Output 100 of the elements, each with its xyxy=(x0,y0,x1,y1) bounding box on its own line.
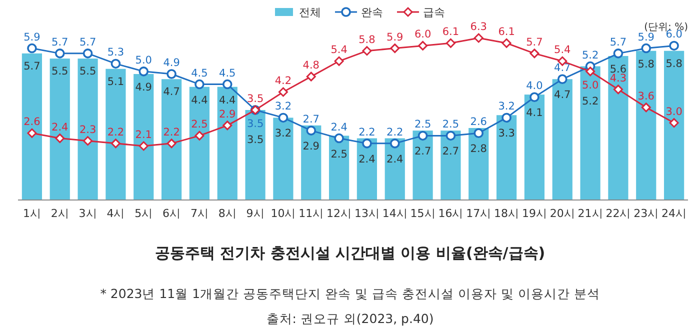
x-tick-label: 21시 xyxy=(578,207,603,220)
x-tick-label: 6시 xyxy=(162,207,181,220)
data-label: 4.1 xyxy=(526,107,543,120)
x-tick-label: 5시 xyxy=(134,207,153,220)
data-label: 5.9 xyxy=(24,31,40,44)
x-tick-label: 7시 xyxy=(190,207,208,220)
data-label: 3.5 xyxy=(246,93,264,105)
x-tick-label: 22시 xyxy=(606,207,631,220)
x-tick-label: 12시 xyxy=(326,207,352,220)
legend-label: 전체 xyxy=(299,6,321,19)
x-tick-label: 11시 xyxy=(298,207,324,220)
data-label: 4.2 xyxy=(274,75,292,87)
data-label: 3.2 xyxy=(498,100,515,113)
data-label: 3.2 xyxy=(274,100,292,113)
data-label: 2.6 xyxy=(470,116,488,128)
data-label: 5.7 xyxy=(52,36,68,48)
data-label: 5.0 xyxy=(582,79,599,92)
data-label: 5.2 xyxy=(582,49,599,62)
data-label: 4.8 xyxy=(302,60,320,72)
data-label: 5.1 xyxy=(107,76,124,88)
data-label: 5.9 xyxy=(386,31,404,44)
x-tick-label: 9시 xyxy=(246,207,264,220)
data-label: 4.9 xyxy=(163,57,180,69)
data-label: 2.7 xyxy=(414,146,432,158)
data-label: 2.2 xyxy=(107,126,124,138)
text: 공동주택 전기차 충전시설 시간대별 이용 비율(완속/급속) xyxy=(154,244,546,262)
data-label: 4.5 xyxy=(219,67,236,80)
data-label: 5.7 xyxy=(526,36,543,48)
x-tick-label: 8시 xyxy=(218,207,236,220)
data-label: 5.7 xyxy=(79,36,96,48)
data-label: 2.6 xyxy=(24,116,41,128)
data-label: 3.6 xyxy=(638,90,655,102)
data-label: 5.9 xyxy=(638,31,654,44)
data-label: 2.1 xyxy=(135,129,152,141)
data-label: 5.7 xyxy=(24,60,40,72)
x-tick-label: 14시 xyxy=(382,207,408,220)
data-label: 2.4 xyxy=(358,153,376,166)
x-tick-label: 4시 xyxy=(106,207,125,220)
data-label: 6.0 xyxy=(414,28,432,41)
data-label: 3.2 xyxy=(274,128,292,140)
source-note: 출처: 권오규 외(2023, p.40) xyxy=(266,311,434,326)
data-label: 5.2 xyxy=(582,95,599,108)
data-label: 2.4 xyxy=(52,121,69,134)
data-label: 5.3 xyxy=(107,46,124,59)
data-label: 3.5 xyxy=(246,118,264,130)
data-label: 2.4 xyxy=(330,121,348,134)
data-label: 5.4 xyxy=(554,44,572,56)
x-tick-label: 23시 xyxy=(634,207,659,220)
data-label: 2.7 xyxy=(302,114,320,126)
x-tick-label: 3시 xyxy=(78,207,97,220)
data-label: 4.4 xyxy=(191,94,208,106)
data-label: 2.5 xyxy=(330,148,348,160)
data-label: 2.9 xyxy=(302,140,320,153)
x-tick-label: 17시 xyxy=(466,207,492,220)
data-label: 4.5 xyxy=(191,67,208,80)
x-tick-label: 15시 xyxy=(410,207,436,220)
x-tick-label: 10시 xyxy=(270,207,296,220)
data-label: 5.4 xyxy=(330,44,348,56)
data-label: 4.3 xyxy=(610,72,627,84)
data-label: 4.0 xyxy=(526,80,543,92)
data-label: 2.5 xyxy=(414,118,432,131)
data-label: 5.7 xyxy=(610,36,627,48)
data-label: 2.2 xyxy=(163,126,180,138)
x-tick-label: 18시 xyxy=(494,207,520,220)
data-label: 2.7 xyxy=(442,146,460,158)
x-tick-label: 13시 xyxy=(354,207,380,220)
data-label: 5.8 xyxy=(638,58,654,70)
text: * 2023년 11월 1개월간 공동주택단지 완속 및 급속 충전시설 이용자 및 이용시간 분석 xyxy=(100,286,600,301)
data-label: 3.5 xyxy=(246,134,264,146)
data-label: 2.2 xyxy=(386,126,404,138)
data-label: 4.9 xyxy=(135,81,152,94)
data-label: 3.0 xyxy=(666,106,682,118)
data-label: 6.1 xyxy=(498,26,515,38)
x-tick-label: 16시 xyxy=(438,207,464,220)
data-label: 6.3 xyxy=(470,21,487,33)
data-label: 5.5 xyxy=(52,66,68,78)
data-label: 2.5 xyxy=(191,118,208,131)
data-label: 2.4 xyxy=(386,153,404,166)
data-label: 5.5 xyxy=(79,66,96,78)
legend-label: 완속 xyxy=(361,6,383,19)
data-label: 5.8 xyxy=(358,34,376,46)
data-label: 6.1 xyxy=(442,26,460,38)
x-tick-label: 19시 xyxy=(522,207,547,220)
data-label: 2.5 xyxy=(442,118,460,131)
data-label: 5.0 xyxy=(135,54,152,66)
x-tick-label: 1시 xyxy=(22,207,41,220)
data-label: 2.2 xyxy=(358,126,376,138)
data-label: 4.4 xyxy=(219,94,236,106)
data-label: 2.3 xyxy=(79,124,96,136)
data-label: 4.7 xyxy=(554,89,571,102)
data-label: 2.8 xyxy=(470,143,487,156)
data-label: 4.7 xyxy=(554,62,571,74)
data-label: 4.7 xyxy=(163,86,180,98)
x-tick-label: 20시 xyxy=(550,207,575,220)
data-label: 3.3 xyxy=(498,128,515,140)
legend-label: 급속 xyxy=(423,6,445,19)
data-label: 2.9 xyxy=(219,108,236,120)
x-tick-label: 24시 xyxy=(662,207,687,220)
data-label: 5.8 xyxy=(666,58,682,70)
x-tick-label: 2시 xyxy=(50,207,69,220)
